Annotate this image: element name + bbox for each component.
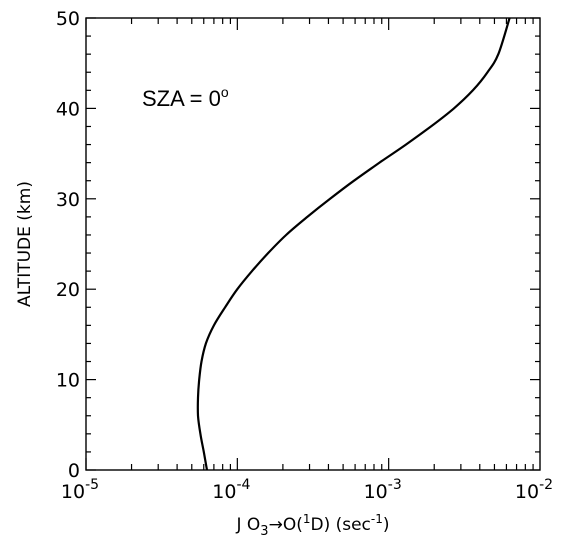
y-ticks: 0 10 20 30 40 50 <box>56 8 540 482</box>
y-tick-label: 50 <box>56 8 80 30</box>
sza-annotation: SZA = 0o <box>142 84 229 111</box>
y-tick-label: 0 <box>68 460 80 482</box>
y-tick-label: 30 <box>56 189 80 211</box>
x-tick-label: 10-4 <box>212 477 250 503</box>
y-tick-label: 20 <box>56 279 80 301</box>
series-line <box>196 17 511 471</box>
x-tick-label: 10-5 <box>61 477 99 503</box>
y-tick-label: 10 <box>56 370 80 392</box>
x-axis-label: J O3→O(1D) (sec-1) <box>235 512 389 538</box>
y-tick-label: 40 <box>56 98 80 120</box>
x-ticks: 10-5 10-4 10-3 10-2 <box>61 18 553 503</box>
x-tick-label: 10-2 <box>515 477 553 503</box>
y-axis-label: ALTITUDE (km) <box>15 181 35 307</box>
x-tick-label: 10-3 <box>364 477 402 503</box>
plot-frame <box>85 17 541 471</box>
